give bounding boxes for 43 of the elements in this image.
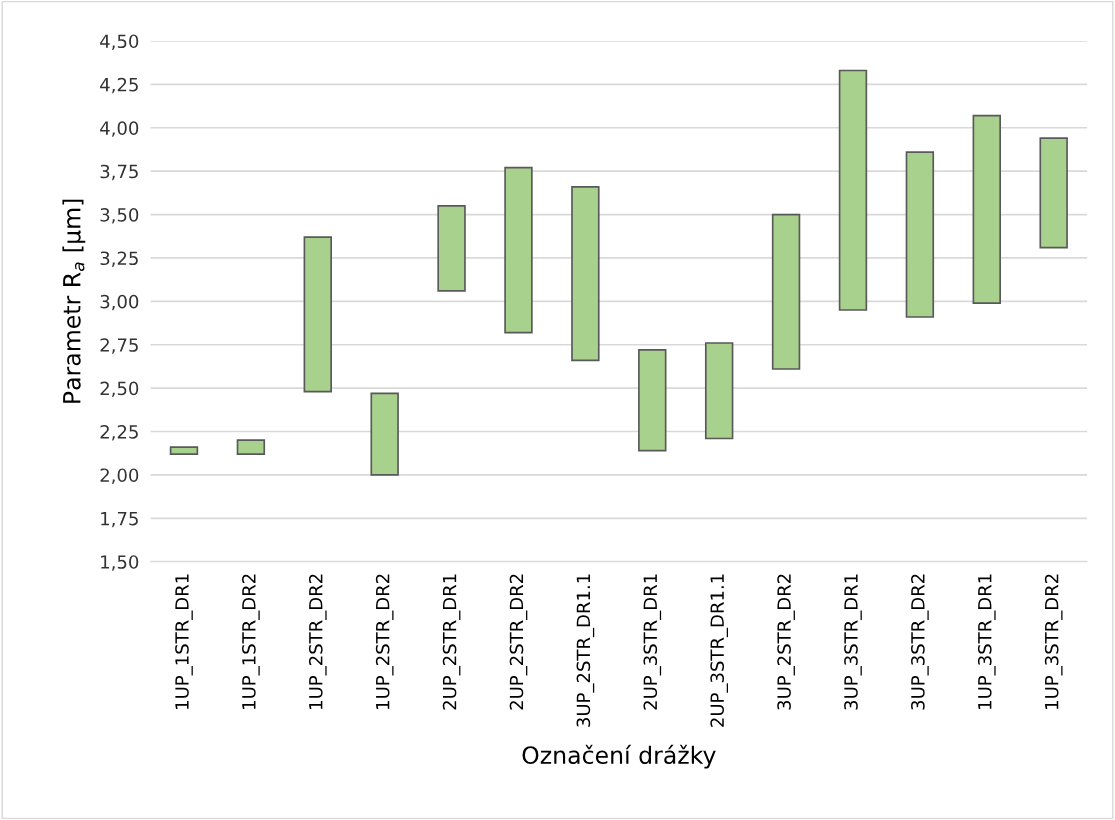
y-tick-label: 4,25 [100, 77, 138, 94]
y-tick-label: 2,00 [100, 468, 139, 484]
x-tick-label: 3UP_2STR_DR1.1 [576, 574, 595, 727]
bar [704, 342, 734, 440]
x-tick-label: 2UP_3STR_DR1.1 [710, 574, 728, 727]
bar [236, 439, 266, 455]
x-tick-label: 1UP_1STR_DR2 [242, 574, 260, 709]
y-tick-label: 2,50 [100, 381, 139, 398]
bar [303, 236, 332, 393]
bar [838, 69, 868, 311]
x-tick-label: 2UP_2STR_DR1 [442, 574, 461, 710]
x-axis-title: Označení drážky [522, 744, 716, 769]
y-tick-label: 3,75 [100, 164, 138, 181]
x-tick-label: 2UP_3STR_DR1 [643, 574, 662, 710]
x-tick-label: 2UP_2STR_DR2 [509, 574, 528, 710]
x-tick-label: 3UP_2STR_DR2 [777, 574, 795, 710]
x-tick-label: 1UP_2STR_DR2 [308, 574, 327, 709]
bar [504, 166, 533, 334]
y-tick-label: 2,75 [100, 338, 138, 354]
bar [437, 205, 466, 292]
bar [370, 392, 399, 476]
y-tick-label: 4,00 [100, 121, 139, 137]
y-tick-label: 2,25 [100, 424, 138, 441]
bar [1039, 137, 1068, 249]
bar [638, 349, 667, 452]
y-tick-label: 3,25 [100, 251, 138, 267]
y-tick-label: 1,75 [101, 512, 138, 528]
bar [905, 151, 935, 318]
y-tick-label: 4,50 [100, 34, 139, 50]
bar [972, 114, 1001, 304]
x-tick-label: 3UP_3STR_DR1 [844, 574, 862, 710]
bar [771, 213, 801, 370]
y-tick-label: 3,00 [100, 294, 139, 311]
y-axis-title: Parametr R$_{a}$ [µm] [62, 199, 86, 403]
y-tick-label: 1,50 [101, 555, 139, 571]
x-tick-label: 3UP_3STR_DR2 [911, 574, 929, 710]
bar [169, 446, 199, 455]
x-tick-label: 1UP_3STR_DR2 [1044, 574, 1063, 709]
x-tick-label: 1UP_2STR_DR2 [375, 574, 394, 709]
bar [571, 185, 600, 362]
y-tick-label: 3,50 [100, 208, 139, 224]
x-tick-label: 1UP_3STR_DR1 [977, 574, 996, 709]
x-tick-label: 1UP_1STR_DR1 [175, 574, 193, 709]
